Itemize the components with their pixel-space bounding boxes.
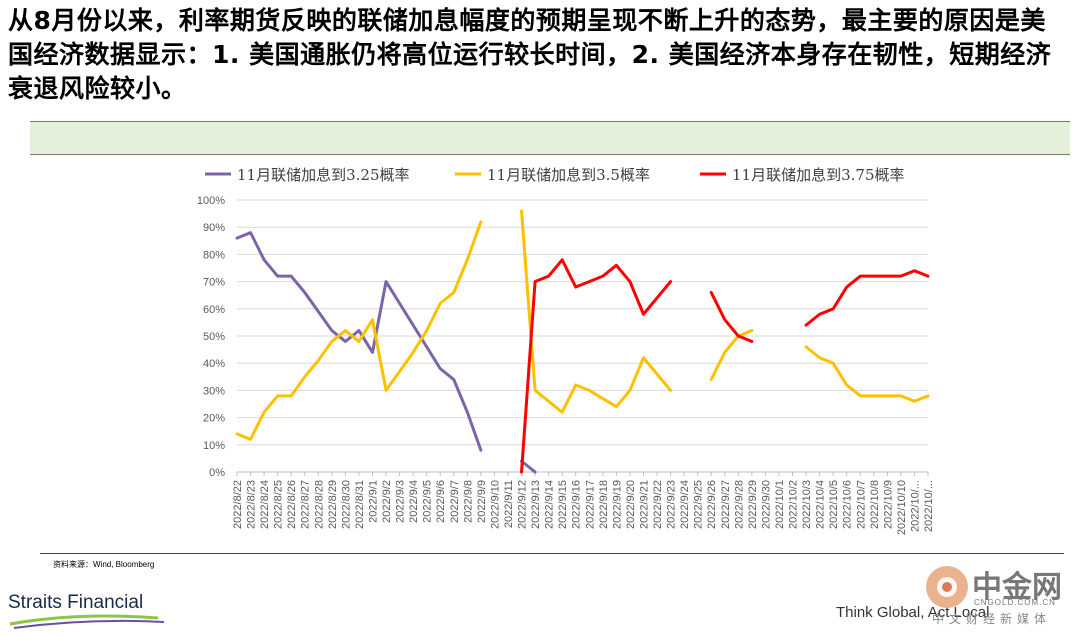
x-tick-label: 2022/8/23 (246, 480, 258, 529)
grid-lines (237, 199, 928, 446)
y-tick-label: 90% (203, 222, 225, 234)
y-tick-label: 30% (203, 385, 225, 397)
x-tick-label: 2022/10/5 (828, 480, 840, 529)
x-tick-label: 2022/9/27 (720, 480, 732, 529)
slogan: Think Global, Act Local (836, 604, 990, 621)
x-tick-label: 2022/10/8 (869, 480, 881, 529)
x-tick-label: 2022/10/4 (815, 480, 827, 529)
line-chart: 0% 10% 20% 30% 40% 50% 60% 70% 80% 90% 100% 2022/8… (197, 166, 935, 535)
watermark-name: 中金网 (972, 570, 1062, 605)
x-tick-label: 2022/9/18 (598, 480, 610, 529)
x-tick-label: 2022/9/12 (517, 480, 529, 529)
x-tick-label: 2022/9/24 (679, 480, 691, 529)
x-tick-label: 2022/10/3 (801, 480, 813, 529)
series-lines (235, 209, 930, 474)
x-tick-label: 2022/9/8 (462, 480, 474, 523)
x-tick-label: 2022/10/... (923, 480, 935, 532)
x-tick-label: 2022/9/1 (367, 480, 379, 523)
series-line-2 (235, 209, 930, 441)
x-tick-label: 2022/9/25 (693, 480, 705, 529)
y-tick-label: 60% (203, 304, 225, 316)
watermark-logo-icon (926, 566, 968, 608)
x-tick-label: 2022/9/29 (747, 480, 759, 529)
x-tick-label: 2022/9/13 (530, 480, 542, 529)
x-tick-label: 2022/10/... (909, 480, 921, 532)
y-tick-label: 0% (209, 467, 225, 479)
legend-label: 11月联储加息到3.5概率 (487, 166, 650, 184)
title-band (30, 121, 1070, 155)
legend-label: 11月联储加息到3.75概率 (732, 166, 905, 184)
x-tick-label: 2022/9/28 (733, 480, 745, 529)
x-tick-label: 2022/9/16 (571, 480, 583, 529)
x-tick-label: 2022/9/14 (544, 480, 556, 529)
x-tick-label: 2022/9/15 (557, 480, 569, 529)
watermark-url: CNGOLD.COM.CN (974, 598, 1056, 607)
x-tick-label: 2022/9/19 (611, 480, 623, 529)
source-note: 资料来源：Wind, Bloomberg (53, 560, 155, 569)
x-tick-label: 2022/8/27 (300, 480, 312, 529)
y-tick-label: 80% (203, 249, 225, 261)
x-tick-label: 2022/9/22 (652, 480, 664, 529)
x-tick-label: 2022/9/7 (449, 480, 461, 523)
x-tick-label: 2022/9/6 (435, 480, 447, 523)
x-tick-label: 2022/9/9 (476, 480, 488, 523)
y-tick-label: 40% (203, 358, 225, 370)
headline: 从8月份以来，利率期货反映的联储加息幅度的预期呈现不断上升的态势，最主要的原因是… (8, 6, 1052, 103)
series-line-1 (235, 231, 537, 474)
watermark: 中金网 CNGOLD.COM.CN 中文财经新媒体 (922, 560, 1072, 630)
watermark-tagline: 中文财经新媒体 (932, 612, 1052, 626)
x-tick-label: 2022/9/2 (381, 480, 393, 523)
x-tick-label: 2022/10/10 (896, 480, 908, 535)
x-axis: 2022/8/22 2022/8/23 2022/8/24 2022/8/25 2022… (232, 471, 935, 535)
x-tick-label: 2022/8/29 (327, 480, 339, 529)
y-axis: 0% 10% 20% 30% 40% 50% 60% 70% 80% 90% 100% (197, 195, 225, 479)
y-tick-label: 20% (203, 413, 225, 425)
legend-label: 11月联储加息到3.25概率 (237, 166, 410, 184)
x-tick-label: 2022/10/7 (855, 480, 867, 529)
x-tick-label: 2022/10/2 (788, 480, 800, 529)
x-tick-label: 2022/9/30 (760, 480, 772, 529)
x-tick-label: 2022/9/4 (408, 480, 420, 523)
x-tick-label: 2022/9/21 (638, 480, 650, 529)
x-tick-label: 2022/8/24 (259, 480, 271, 529)
brand-logo-text: Straits Financial (8, 592, 144, 613)
x-tick-label: 2022/8/22 (232, 480, 244, 529)
y-tick-label: 70% (203, 277, 225, 289)
x-tick-label: 2022/10/6 (842, 480, 854, 529)
series-line-3 (520, 258, 930, 474)
x-tick-label: 2022/9/5 (422, 480, 434, 523)
x-tick-label: 2022/9/10 (489, 480, 501, 529)
x-tick-label: 2022/9/23 (666, 480, 678, 529)
x-tick-label: 2022/10/9 (882, 480, 894, 529)
y-tick-label: 10% (203, 440, 225, 452)
x-tick-label: 2022/9/17 (584, 480, 596, 529)
x-tick-label: 2022/9/11 (503, 480, 515, 528)
footer-rule (40, 553, 1064, 554)
x-tick-label: 2022/8/28 (313, 480, 325, 529)
x-tick-label: 2022/9/26 (706, 480, 718, 529)
brand-swoosh-icon (9, 614, 165, 629)
legend: 11月联储加息到3.25概率 11月联储加息到3.5概率 11月联储加息到3.75概… (205, 166, 905, 184)
y-tick-label: 50% (203, 331, 225, 343)
x-tick-label: 2022/8/30 (340, 480, 352, 529)
x-tick-label: 2022/8/31 (354, 480, 366, 529)
y-tick-label: 100% (197, 195, 225, 207)
x-tick-label: 2022/8/25 (273, 480, 285, 529)
x-tick-label: 2022/9/3 (395, 480, 407, 523)
x-tick-label: 2022/8/26 (286, 480, 298, 529)
x-tick-label: 2022/9/20 (625, 480, 637, 529)
x-tick-label: 2022/10/1 (774, 480, 786, 529)
